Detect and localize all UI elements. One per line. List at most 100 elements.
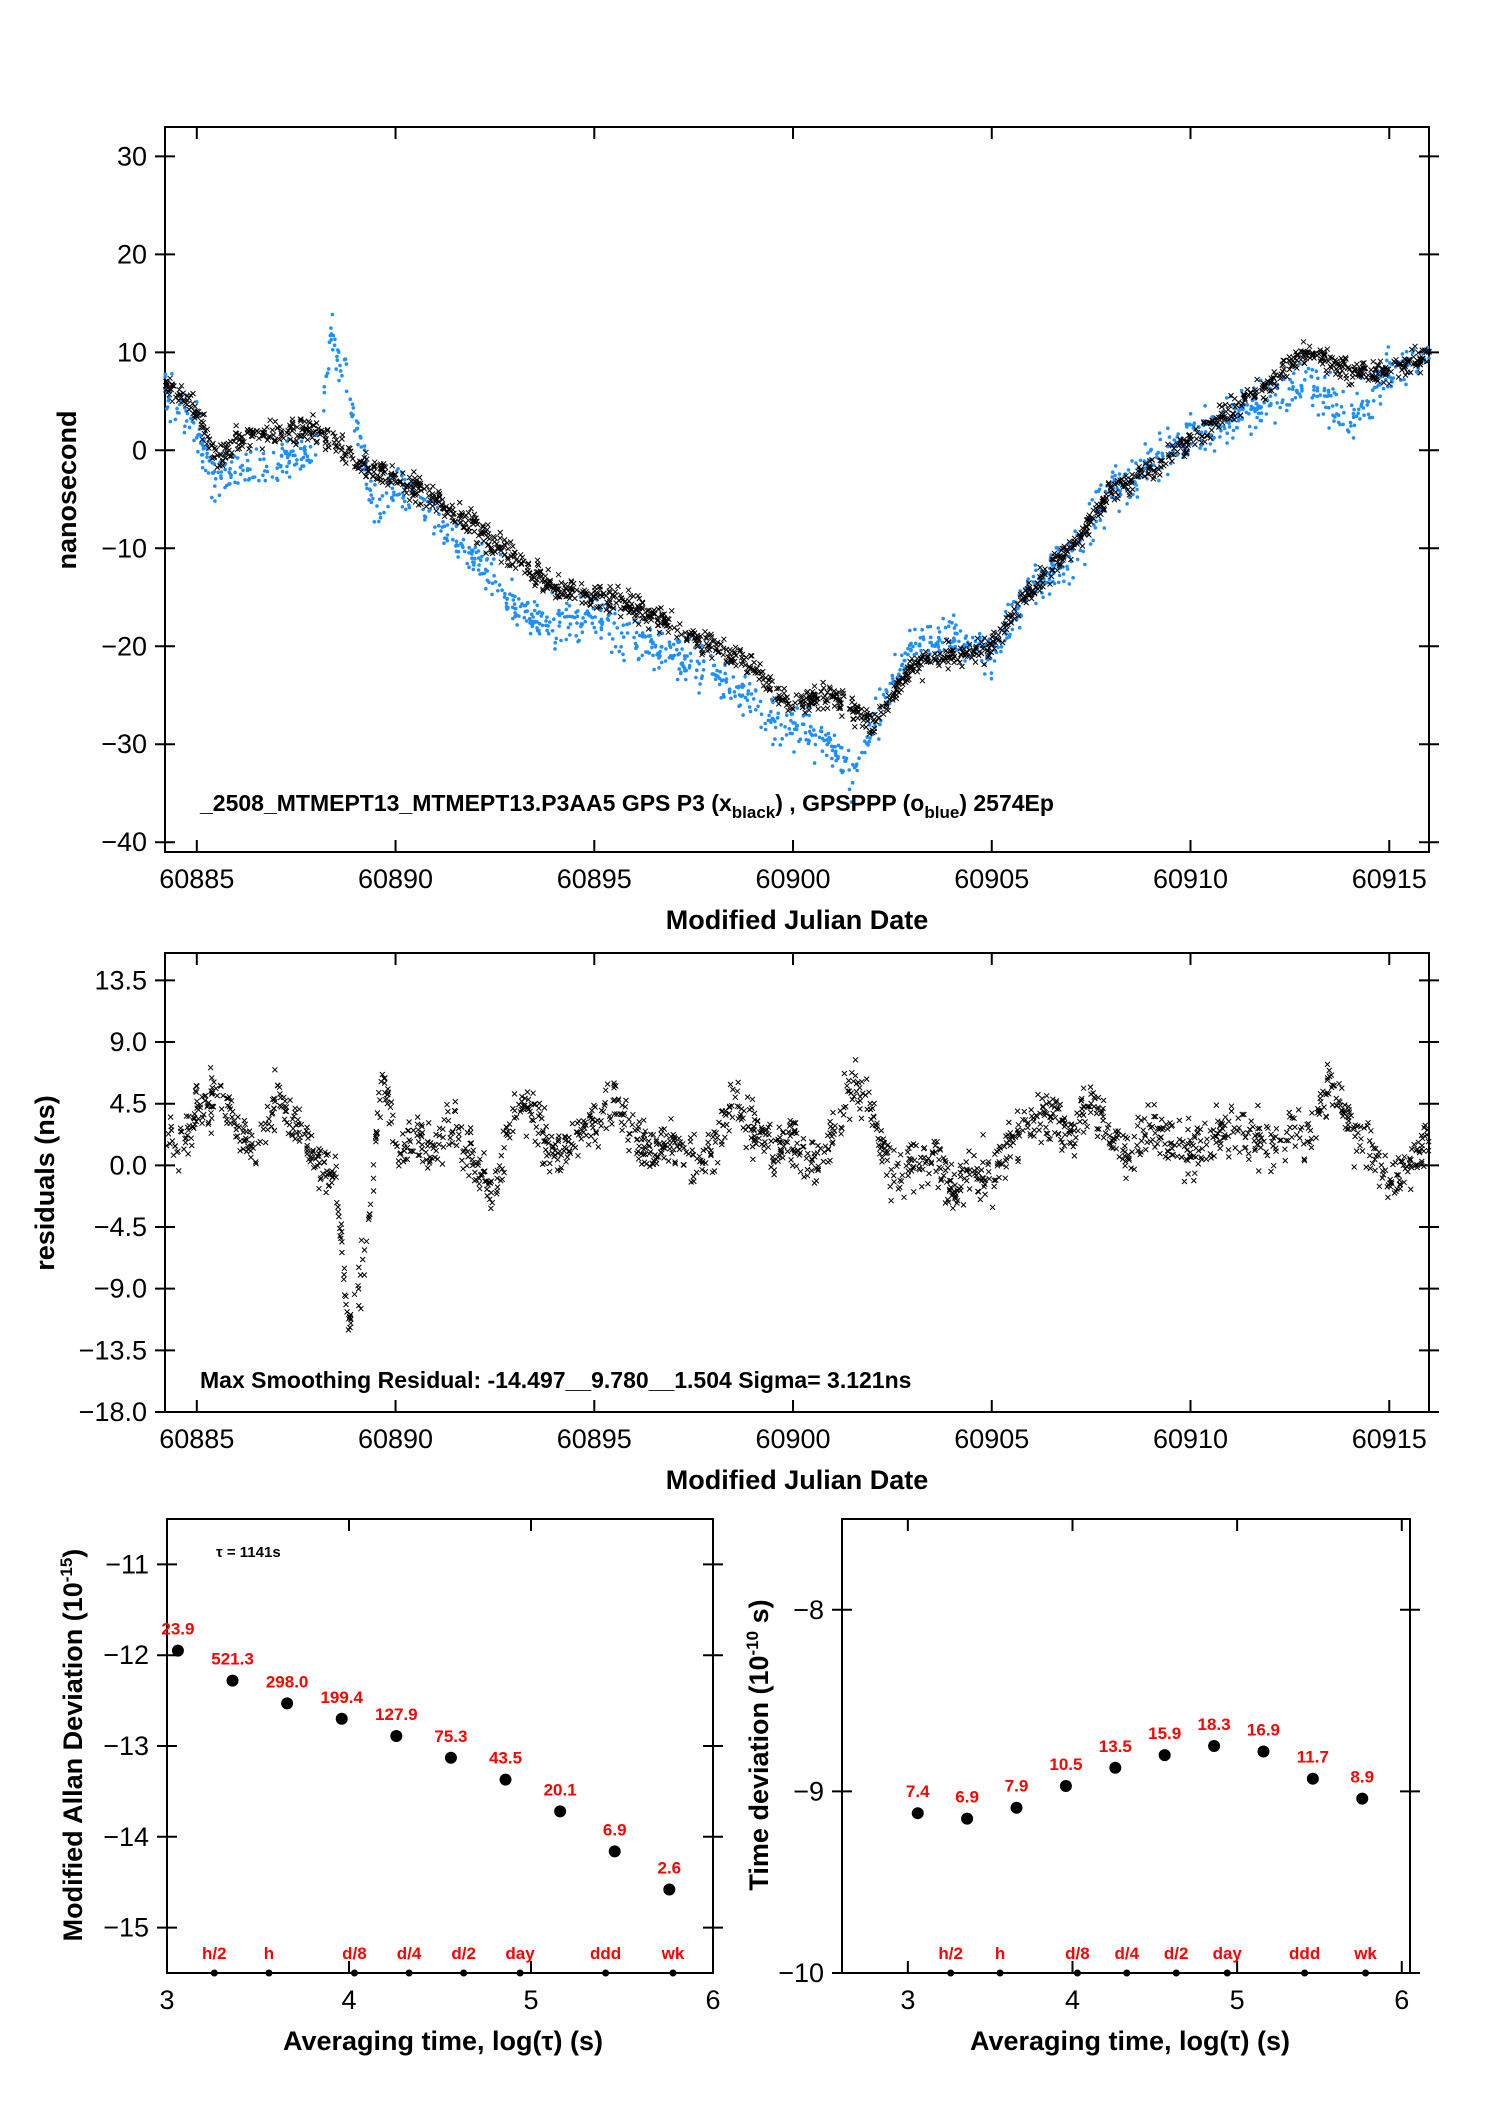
blue-point xyxy=(355,426,360,431)
blue-point xyxy=(773,737,777,741)
blue-point xyxy=(506,605,510,610)
black-point xyxy=(555,571,562,578)
residual-point xyxy=(1225,1154,1232,1160)
annotation-end: ) 2574Ep xyxy=(959,790,1054,816)
black-point xyxy=(222,445,228,452)
blue-point xyxy=(787,727,792,731)
blue-point xyxy=(776,711,780,716)
blue-point xyxy=(428,507,433,512)
residual-point xyxy=(236,1124,242,1130)
black-point xyxy=(1133,473,1139,480)
blue-point xyxy=(493,580,498,584)
residual-point xyxy=(264,1103,271,1110)
black-point xyxy=(1005,621,1011,628)
blue-point xyxy=(287,475,292,479)
residual-point xyxy=(705,1131,712,1138)
residual-point xyxy=(1073,1134,1079,1141)
residual-point xyxy=(262,1139,269,1146)
black-point xyxy=(1050,556,1057,563)
residual-point xyxy=(1352,1133,1358,1140)
blue-point xyxy=(1130,459,1134,463)
blue-point xyxy=(183,424,187,429)
residual-point xyxy=(361,1272,368,1278)
black-point xyxy=(773,685,780,692)
residual-point xyxy=(937,1165,944,1172)
blue-point xyxy=(322,409,326,413)
black-point xyxy=(718,641,724,647)
blue-point xyxy=(830,748,835,753)
black-point xyxy=(1051,550,1058,557)
blue-point xyxy=(1083,562,1087,567)
blue-point xyxy=(599,608,603,613)
residual-point xyxy=(1296,1135,1303,1141)
blue-point xyxy=(836,756,840,761)
blue-point xyxy=(1065,564,1069,569)
black-point xyxy=(1049,567,1056,574)
blue-point xyxy=(700,643,704,648)
blue-point xyxy=(1400,352,1405,356)
residual-point xyxy=(395,1158,402,1164)
blue-point xyxy=(695,668,699,672)
residual-point xyxy=(1152,1130,1159,1137)
residual-point xyxy=(1376,1183,1383,1190)
black-point xyxy=(1368,367,1374,373)
residual-point xyxy=(714,1159,721,1166)
blue-point xyxy=(575,614,580,618)
residual-point xyxy=(626,1116,632,1123)
residual-point xyxy=(524,1089,531,1095)
black-point xyxy=(798,692,805,699)
blue-point xyxy=(243,478,247,482)
black-point xyxy=(206,436,213,443)
black-point xyxy=(315,425,322,432)
residual-point xyxy=(537,1110,543,1117)
timeseries-xlabel: Modified Julian Date xyxy=(666,905,929,935)
black-point xyxy=(218,452,224,459)
residual-point xyxy=(248,1154,254,1161)
black-point xyxy=(943,648,949,654)
blue-point xyxy=(840,770,844,775)
black-point xyxy=(792,700,798,706)
blue-point xyxy=(1381,386,1386,391)
black-point xyxy=(480,524,486,530)
black-point xyxy=(974,635,981,642)
black-point xyxy=(678,631,685,638)
residual-point xyxy=(1197,1138,1204,1144)
blue-point xyxy=(203,468,208,473)
blue-point xyxy=(807,713,811,718)
blue-point xyxy=(338,363,342,368)
blue-point xyxy=(200,459,205,464)
blue-point xyxy=(1323,375,1327,380)
blue-point xyxy=(724,680,729,684)
residual-point xyxy=(771,1171,777,1178)
blue-point xyxy=(678,671,683,676)
black-point xyxy=(322,446,329,453)
blue-point xyxy=(392,493,396,497)
blue-point xyxy=(803,730,808,735)
blue-point xyxy=(1325,394,1329,399)
x-tick-label: 60900 xyxy=(755,1424,830,1454)
blue-point xyxy=(254,447,259,451)
black-point xyxy=(979,642,986,649)
residual-point xyxy=(1094,1133,1101,1140)
blue-point xyxy=(1264,412,1269,416)
blue-point xyxy=(1298,395,1303,399)
black-point xyxy=(723,658,730,664)
black-point xyxy=(743,654,750,661)
blue-point xyxy=(1378,394,1382,399)
blue-point xyxy=(330,312,335,317)
blue-point xyxy=(906,652,910,657)
blue-point xyxy=(275,466,280,470)
residual-point xyxy=(1407,1186,1414,1193)
blue-point xyxy=(351,406,356,410)
blue-point xyxy=(598,620,602,624)
residual-point xyxy=(690,1173,697,1180)
blue-point xyxy=(713,677,718,681)
blue-point xyxy=(952,626,957,630)
residual-point xyxy=(1020,1116,1026,1123)
residual-point xyxy=(1038,1139,1045,1146)
blue-point xyxy=(467,551,471,555)
blue-point xyxy=(456,555,460,559)
blue-point xyxy=(1324,405,1328,410)
black-point xyxy=(721,636,727,643)
black-point xyxy=(676,621,683,627)
